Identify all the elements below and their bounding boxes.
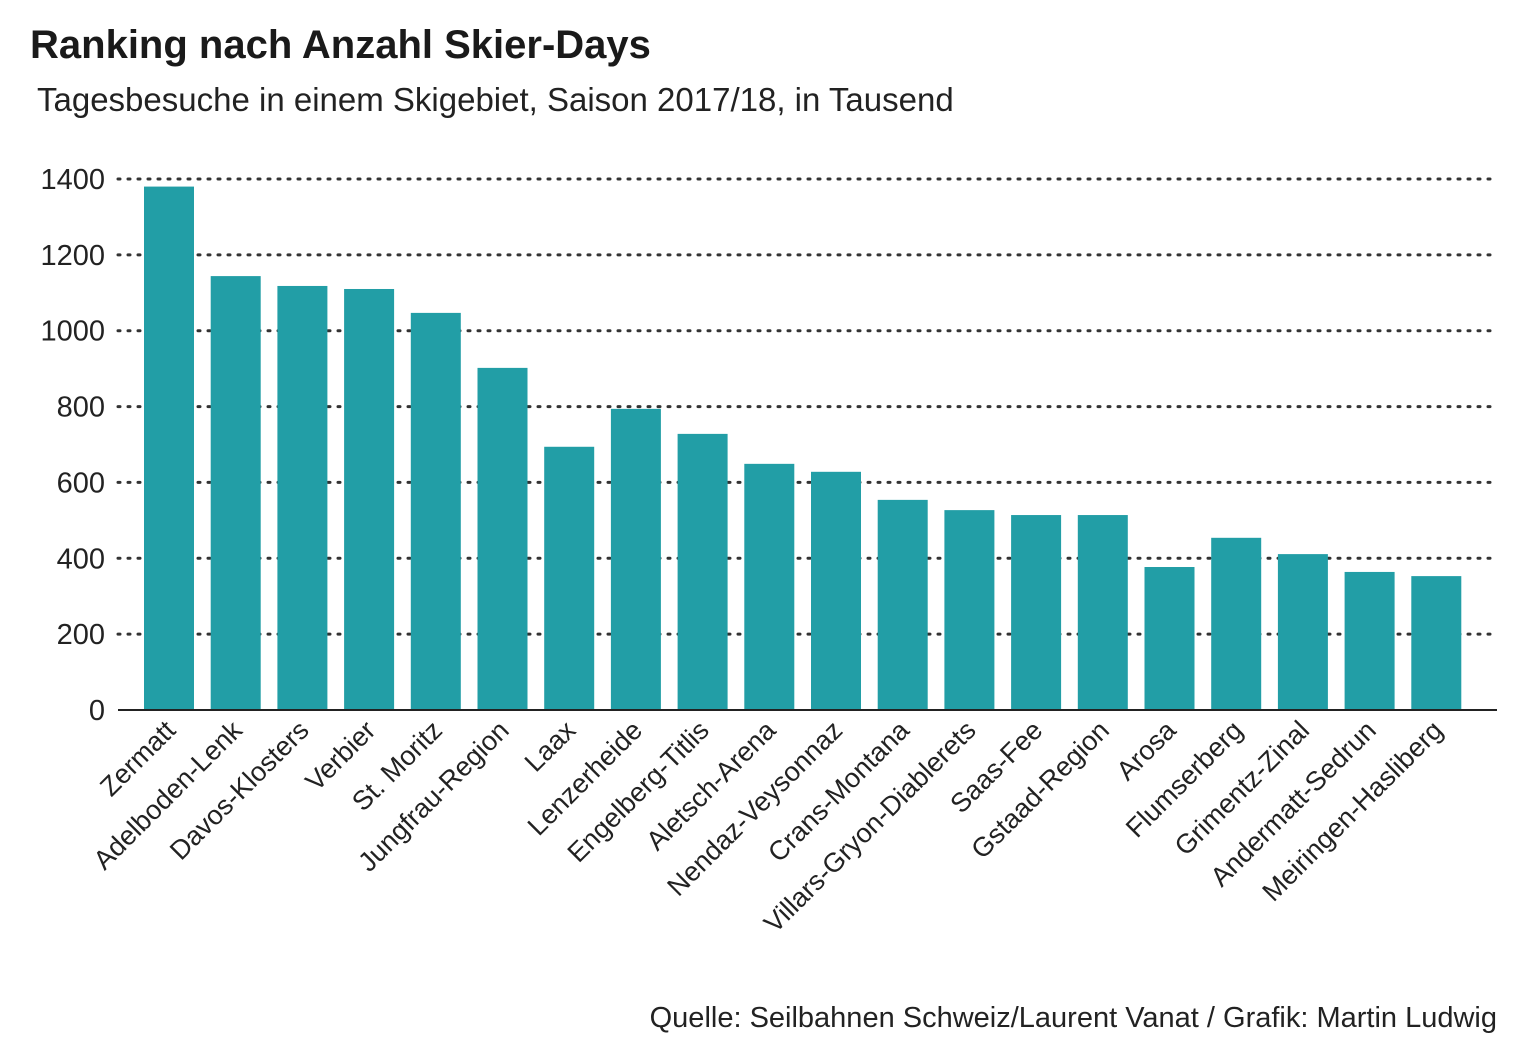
- bar: [1344, 571, 1395, 710]
- bar: [277, 285, 328, 710]
- bar: [1411, 576, 1462, 710]
- y-tick-label: 200: [57, 619, 105, 651]
- x-axis-labels: ZermattAdelboden-LenkDavos-KlostersVerbi…: [88, 714, 1449, 938]
- y-axis-ticks: 0 200 400 600 800 1000 1200 1400: [40, 164, 105, 727]
- bar: [344, 288, 395, 710]
- bar: [877, 499, 928, 710]
- bar: [210, 276, 261, 710]
- bar: [744, 463, 795, 710]
- bar: [677, 433, 728, 710]
- bar: [811, 471, 861, 710]
- y-tick-label: 1000: [40, 316, 105, 348]
- bar: [610, 408, 661, 710]
- chart-subtitle: Tagesbesuche in einem Skigebiet, Saison …: [37, 81, 954, 118]
- y-tick-label: 0: [89, 695, 105, 727]
- y-tick-label: 400: [57, 543, 105, 575]
- bar: [1211, 537, 1262, 710]
- bars: [144, 186, 1462, 711]
- y-tick-label: 1400: [40, 164, 105, 196]
- bar: [544, 446, 595, 710]
- bar: [477, 367, 528, 710]
- bar: [1077, 515, 1128, 710]
- y-tick-label: 600: [57, 467, 105, 499]
- bar: [1144, 567, 1195, 710]
- bar: [1277, 554, 1328, 710]
- bar: [410, 312, 461, 710]
- bar: [144, 186, 194, 711]
- x-tick-label: Laax: [519, 715, 582, 778]
- chart-title: Ranking nach Anzahl Skier-Days: [30, 23, 651, 67]
- source-note: Quelle: Seilbahnen Schweiz/Laurent Vanat…: [650, 1002, 1497, 1034]
- bar: [1011, 515, 1062, 710]
- bar: [944, 510, 995, 710]
- y-tick-label: 1200: [40, 240, 105, 272]
- y-tick-label: 800: [57, 392, 105, 424]
